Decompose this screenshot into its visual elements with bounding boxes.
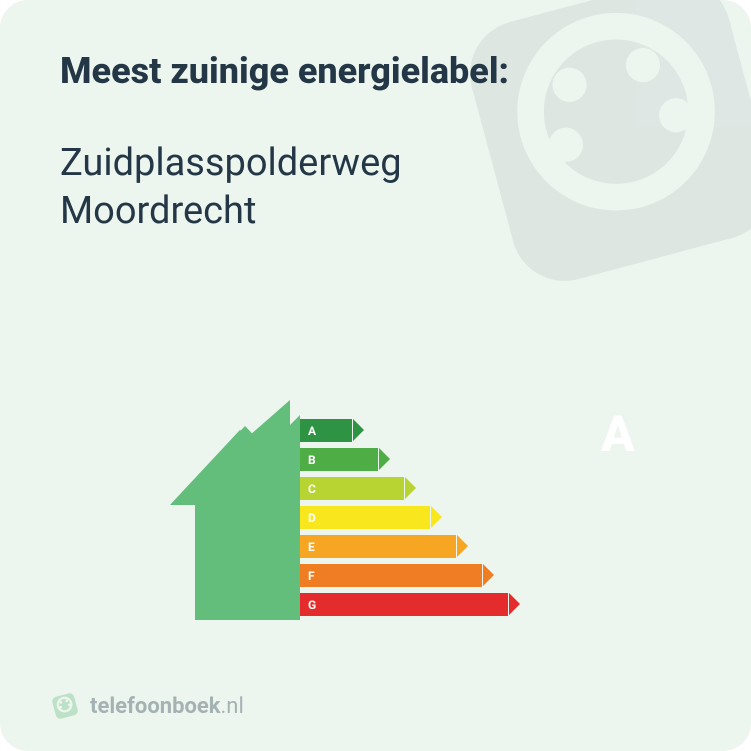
energy-bar-row: E — [300, 532, 508, 561]
address-line-2: Moordrecht — [60, 189, 256, 233]
energy-bar-label: A — [308, 424, 316, 438]
address-line-1: Zuidplasspolderweg — [60, 141, 402, 185]
energy-bar-row: G — [300, 590, 508, 619]
footer-brand: telefoonboek.nl — [90, 694, 244, 719]
footer-logo-icon — [50, 691, 80, 721]
address-subtitle: Zuidplasspolderweg Moordrecht — [60, 140, 691, 235]
energy-bar-row: C — [300, 474, 508, 503]
energy-bar-label: C — [308, 482, 316, 496]
rating-value: A — [601, 406, 635, 464]
energy-label-card: Meest zuinige energielabel: Zuidplasspol… — [0, 0, 751, 751]
footer-brand-bold: telefoonboek — [90, 694, 221, 719]
energy-bar-row: B — [300, 445, 508, 474]
footer: telefoonboek.nl — [50, 691, 244, 721]
page-title: Meest zuinige energielabel: — [60, 50, 691, 92]
energy-bar-label: F — [308, 569, 315, 583]
energy-bars: A B C D E F G — [300, 416, 508, 619]
energy-bar-label: B — [308, 453, 316, 467]
energy-bar-label: E — [308, 540, 315, 554]
energy-bar — [300, 593, 508, 616]
energy-bar-label: D — [308, 511, 316, 525]
footer-brand-light: .nl — [221, 694, 244, 719]
energy-bar — [300, 564, 482, 587]
house-icon — [170, 400, 300, 620]
energy-bar-row: D — [300, 503, 508, 532]
energy-bar-row: F — [300, 561, 508, 590]
energy-bar-label: G — [308, 598, 316, 612]
energy-bar — [300, 535, 456, 558]
energy-label-chart: A B C D E F G — [170, 400, 590, 640]
energy-bar-row: A — [300, 416, 508, 445]
energy-bar — [300, 506, 430, 529]
